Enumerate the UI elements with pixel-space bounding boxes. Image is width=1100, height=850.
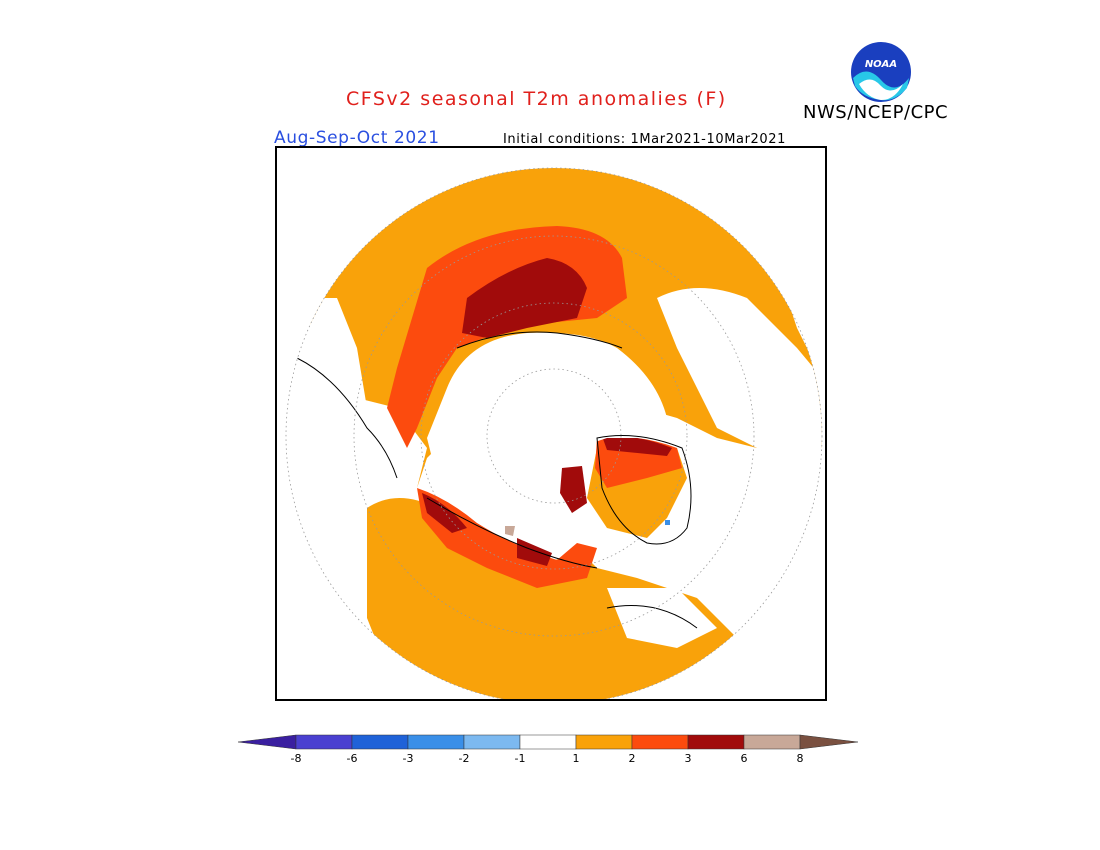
colorbar-tick-label: -1: [514, 752, 526, 765]
colorbar-tick-label: 6: [740, 752, 748, 765]
org-label: NWS/NCEP/CPC: [803, 102, 949, 123]
latitude-circle: [285, 167, 823, 699]
colorbar-tick-label: 2: [628, 752, 636, 765]
colorbar-arrow-left: [237, 734, 297, 750]
polar-map-frame: [275, 146, 827, 701]
colorbar-arrow-right: [799, 734, 859, 750]
neutral-region: [427, 332, 667, 518]
colorbar-swatch: [631, 734, 689, 750]
noaa-logo: NOAA: [849, 40, 913, 104]
colorbar-swatch: [519, 734, 577, 750]
colorbar-swatch: [463, 734, 521, 750]
colorbar-swatch: [575, 734, 633, 750]
colorbar-tick-label: -2: [458, 752, 470, 765]
coastline: [296, 357, 398, 479]
anomaly-region-darkred: [602, 435, 672, 456]
initial-conditions-label: Initial conditions: 1Mar2021-10Mar2021: [503, 132, 787, 147]
colorbar-swatch: [407, 734, 465, 750]
coastline: [596, 435, 692, 545]
anomaly-region-darkred: [517, 538, 552, 566]
anomaly-region-blue: [665, 520, 670, 525]
colorbar-swatch: [743, 734, 801, 750]
colorbar-swatch: [351, 734, 409, 750]
colorbar-tick-label: -6: [346, 752, 358, 765]
neutral-region: [657, 288, 822, 448]
colorbar-tick-label: -3: [402, 752, 414, 765]
latitude-circle: [420, 302, 688, 570]
season-label: Aug-Sep-Oct 2021: [274, 128, 440, 148]
colorbar-tick-label: 8: [796, 752, 804, 765]
coastline: [426, 497, 598, 569]
colorbar: [237, 732, 862, 772]
logo-text: NOAA: [865, 59, 897, 70]
anomaly-region-darkred: [422, 493, 467, 533]
latitude-circle: [486, 368, 622, 504]
coastline: [606, 605, 698, 629]
anomaly-region-orange: [307, 168, 822, 488]
colorbar-swatch: [687, 734, 745, 750]
colorbar-tick-label: 1: [572, 752, 580, 765]
latitude-circle: [353, 235, 755, 637]
anomaly-region-red: [417, 488, 597, 588]
colorbar-swatch: [295, 734, 353, 750]
polar-map: [285, 167, 823, 699]
colorbar-tick-label: 3: [684, 752, 692, 765]
chart-title: CFSv2 seasonal T2m anomalies (F): [346, 88, 727, 110]
anomaly-region-pink: [505, 526, 515, 536]
colorbar-tick-label: -8: [290, 752, 302, 765]
coastline: [456, 331, 623, 349]
colorbar-svg: [237, 734, 859, 750]
neutral-region: [607, 588, 717, 648]
anomaly-region-orange: [367, 498, 747, 699]
anomaly-region-darkred: [560, 466, 587, 513]
